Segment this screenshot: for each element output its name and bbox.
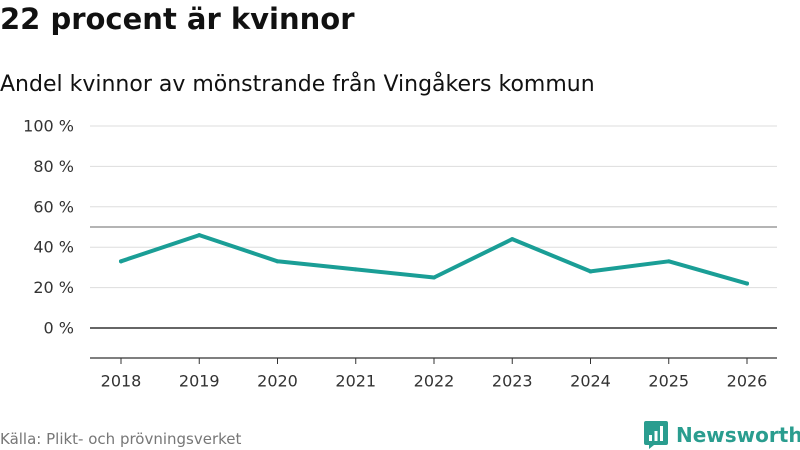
- chart-title: 22 procent är kvinnor: [0, 2, 355, 36]
- y-tick-label: 40 %: [33, 238, 74, 257]
- newsworthy-logo[interactable]: Newsworthy: [644, 420, 800, 450]
- x-tick-label: 2022: [414, 372, 455, 391]
- x-tick-label: 2025: [648, 372, 689, 391]
- y-tick-label: 100 %: [23, 117, 74, 136]
- y-tick-label: 80 %: [33, 157, 74, 176]
- x-tick-label: 2024: [570, 372, 611, 391]
- data-point: [432, 275, 436, 280]
- data-point: [510, 237, 515, 242]
- source-note: Källa: Plikt- och prövningsverket: [0, 430, 242, 448]
- data-point: [353, 267, 358, 272]
- y-tick-label: 60 %: [33, 197, 74, 216]
- data-point: [197, 233, 202, 238]
- y-tick-label: 0 %: [44, 319, 74, 338]
- x-tick-label: 2021: [335, 372, 376, 391]
- chart-subtitle: Andel kvinnor av mönstrande från Vingåke…: [0, 72, 595, 97]
- brand-name: Newsworthy: [676, 423, 800, 447]
- y-tick-label: 20 %: [33, 278, 74, 297]
- data-point: [119, 259, 123, 264]
- x-tick-label: 2018: [101, 372, 142, 391]
- x-tick-label: 2023: [492, 372, 533, 391]
- x-tick-label: 2026: [727, 372, 768, 391]
- data-point: [588, 269, 593, 274]
- data-point: [666, 259, 671, 264]
- data-point: [275, 259, 280, 264]
- x-tick-label: 2020: [257, 372, 298, 391]
- bar-chart-logo-icon: [644, 421, 668, 449]
- x-tick-label: 2019: [179, 372, 220, 391]
- data-point: [745, 281, 749, 286]
